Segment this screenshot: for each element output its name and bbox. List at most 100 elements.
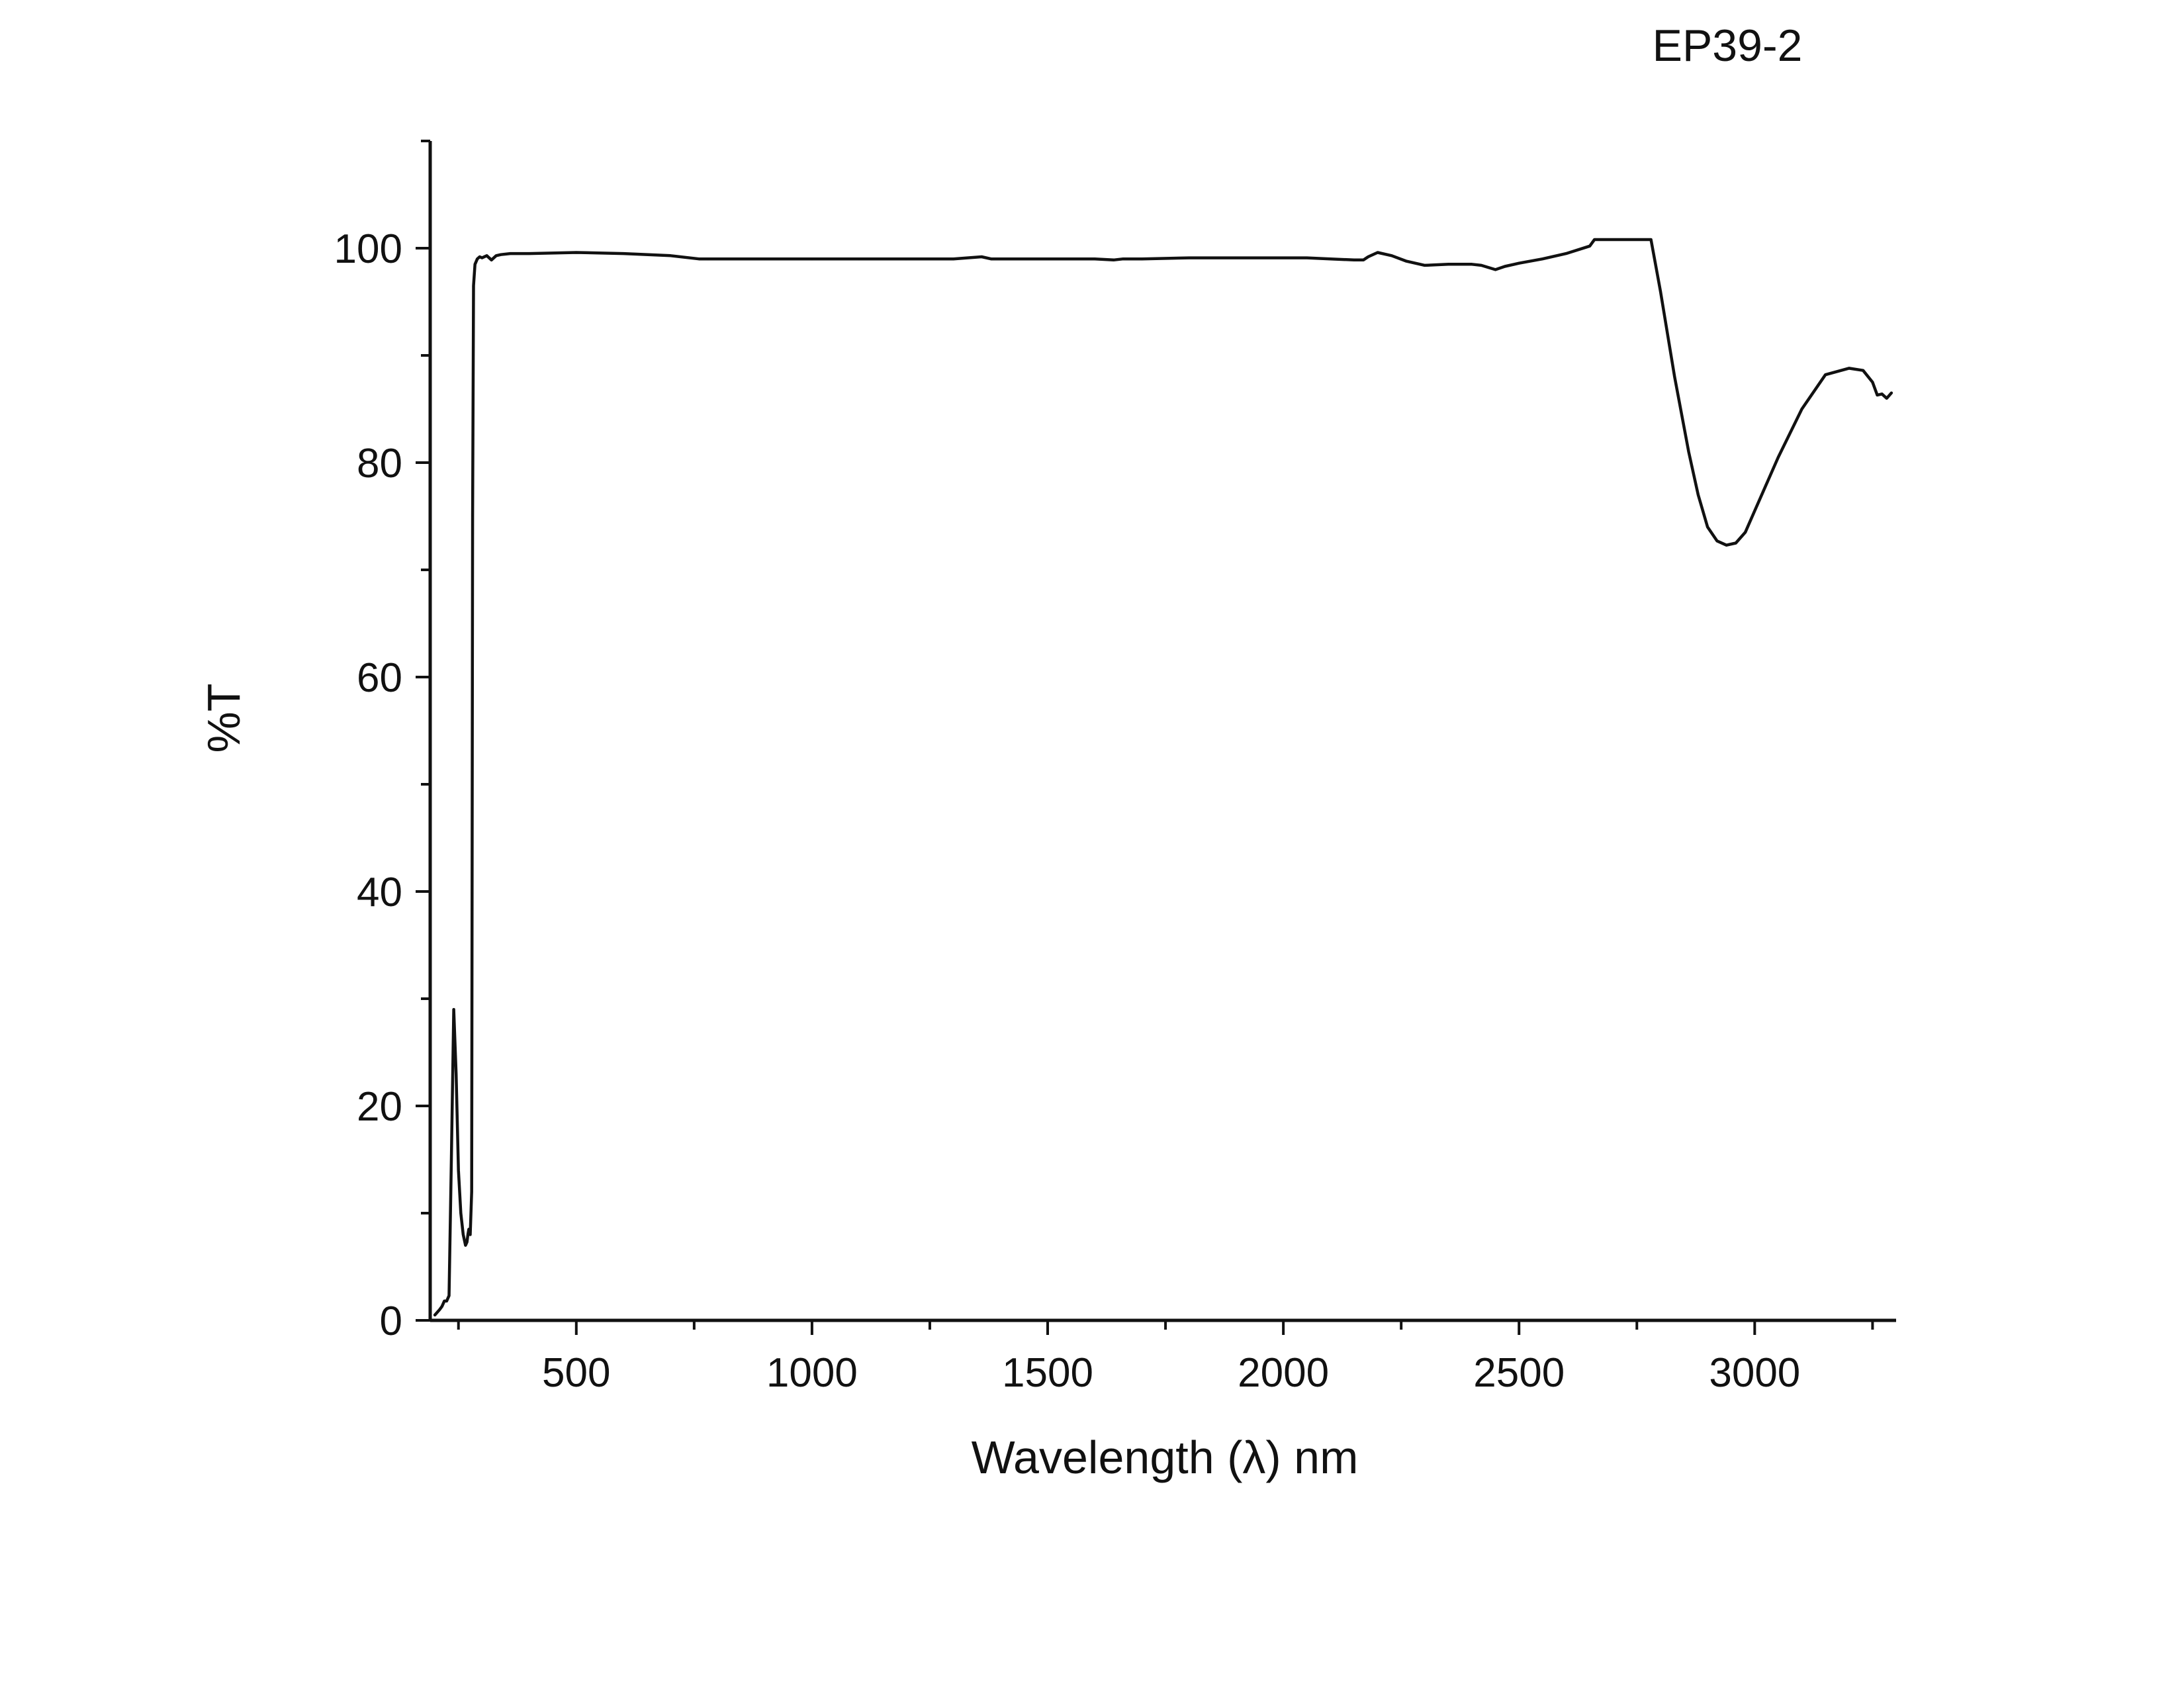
data-point xyxy=(469,1234,471,1236)
y-tick-label: 100 xyxy=(334,226,402,272)
data-point xyxy=(811,258,813,260)
data-point xyxy=(448,1295,450,1297)
data-point xyxy=(1744,531,1747,533)
data-point xyxy=(509,252,512,255)
data-point xyxy=(1876,394,1878,396)
data-point xyxy=(1706,526,1709,528)
data-point xyxy=(486,255,488,257)
data-point xyxy=(490,259,492,261)
data-point xyxy=(1471,263,1473,265)
data-point xyxy=(1650,238,1652,241)
data-point xyxy=(474,263,476,265)
tick-labels: 500 1000 1500 2000 2500 3000 0 20 40 60 80 100 xyxy=(334,226,1801,1396)
data-point xyxy=(471,515,474,518)
data-point xyxy=(465,1244,467,1246)
data-point xyxy=(1659,290,1662,292)
data-point xyxy=(1825,374,1827,376)
data-point xyxy=(1881,393,1883,395)
x-axis-label: Wavelength (λ) nm xyxy=(972,1432,1359,1483)
data-point xyxy=(462,1234,465,1236)
data-point xyxy=(439,1308,441,1311)
data-point xyxy=(473,285,475,287)
data-point xyxy=(1122,258,1124,260)
x-tick-label: 3000 xyxy=(1709,1350,1800,1396)
data-point xyxy=(1504,265,1506,267)
data-point xyxy=(1848,367,1850,369)
data-point xyxy=(495,255,497,257)
data-point xyxy=(670,255,672,257)
ticks xyxy=(416,140,1874,1335)
data-point xyxy=(1094,258,1096,260)
data-point xyxy=(1565,252,1567,255)
data-point xyxy=(1377,251,1379,253)
x-tick-label: 2000 xyxy=(1238,1350,1329,1396)
data-point xyxy=(500,253,502,255)
data-point xyxy=(1716,540,1718,542)
data-point xyxy=(981,255,983,258)
y-tick-label: 80 xyxy=(357,441,402,486)
data-point xyxy=(1801,408,1803,410)
data-point xyxy=(455,1073,457,1075)
data-point xyxy=(1405,260,1407,262)
plot-area xyxy=(433,238,1893,1317)
data-point xyxy=(1113,259,1115,261)
data-point xyxy=(858,258,860,260)
data-point xyxy=(471,1191,473,1193)
x-tick-label: 1000 xyxy=(766,1350,858,1396)
data-point xyxy=(1188,257,1190,259)
data-point xyxy=(445,1300,448,1303)
data-point xyxy=(450,1158,453,1161)
x-tick-label: 500 xyxy=(542,1350,610,1396)
data-point xyxy=(707,258,709,260)
data-point xyxy=(466,1241,468,1243)
x-tick-label: 2500 xyxy=(1473,1350,1565,1396)
data-point xyxy=(1367,255,1369,258)
y-tick-label: 20 xyxy=(357,1084,402,1130)
axes xyxy=(428,141,1896,1322)
data-point xyxy=(478,255,480,258)
data-point xyxy=(1330,258,1332,260)
data-point xyxy=(622,252,625,255)
data-point xyxy=(1353,259,1355,261)
data-point xyxy=(1424,264,1426,267)
data-point xyxy=(1754,510,1756,512)
data-point xyxy=(952,258,954,260)
data-point xyxy=(481,257,483,259)
data-point xyxy=(1777,456,1780,459)
data-point xyxy=(1390,255,1393,257)
data-point xyxy=(528,252,530,255)
data-point xyxy=(1862,369,1864,371)
y-axis-label: %T xyxy=(198,684,250,753)
data-point xyxy=(467,1234,469,1236)
data-point xyxy=(1282,257,1285,259)
data-point xyxy=(1674,376,1676,378)
data-point xyxy=(477,258,478,260)
y-tick-label: 60 xyxy=(357,655,402,701)
data-point xyxy=(1594,238,1596,241)
data-point xyxy=(1872,381,1874,383)
data-point xyxy=(575,251,577,253)
data-point xyxy=(1588,245,1591,247)
data-point xyxy=(1541,258,1543,260)
data-point xyxy=(1725,544,1727,546)
data-point xyxy=(1480,264,1482,267)
data-point xyxy=(1141,258,1143,260)
data-point xyxy=(443,1300,445,1303)
y-tick-label: 40 xyxy=(357,870,402,915)
data-point xyxy=(1363,259,1365,261)
data-point xyxy=(698,258,700,260)
data-point xyxy=(1697,494,1700,496)
data-point xyxy=(1306,257,1308,259)
data-point xyxy=(1518,262,1520,264)
data-point xyxy=(1494,269,1496,271)
data-point xyxy=(1235,257,1238,259)
data-point xyxy=(460,1212,462,1214)
y-tick-label: 0 xyxy=(380,1299,402,1344)
series-line-0 xyxy=(433,238,1893,1317)
data-point xyxy=(453,1009,455,1011)
data-point xyxy=(468,1228,470,1230)
data-point xyxy=(441,1305,443,1308)
data-point xyxy=(433,1314,436,1316)
